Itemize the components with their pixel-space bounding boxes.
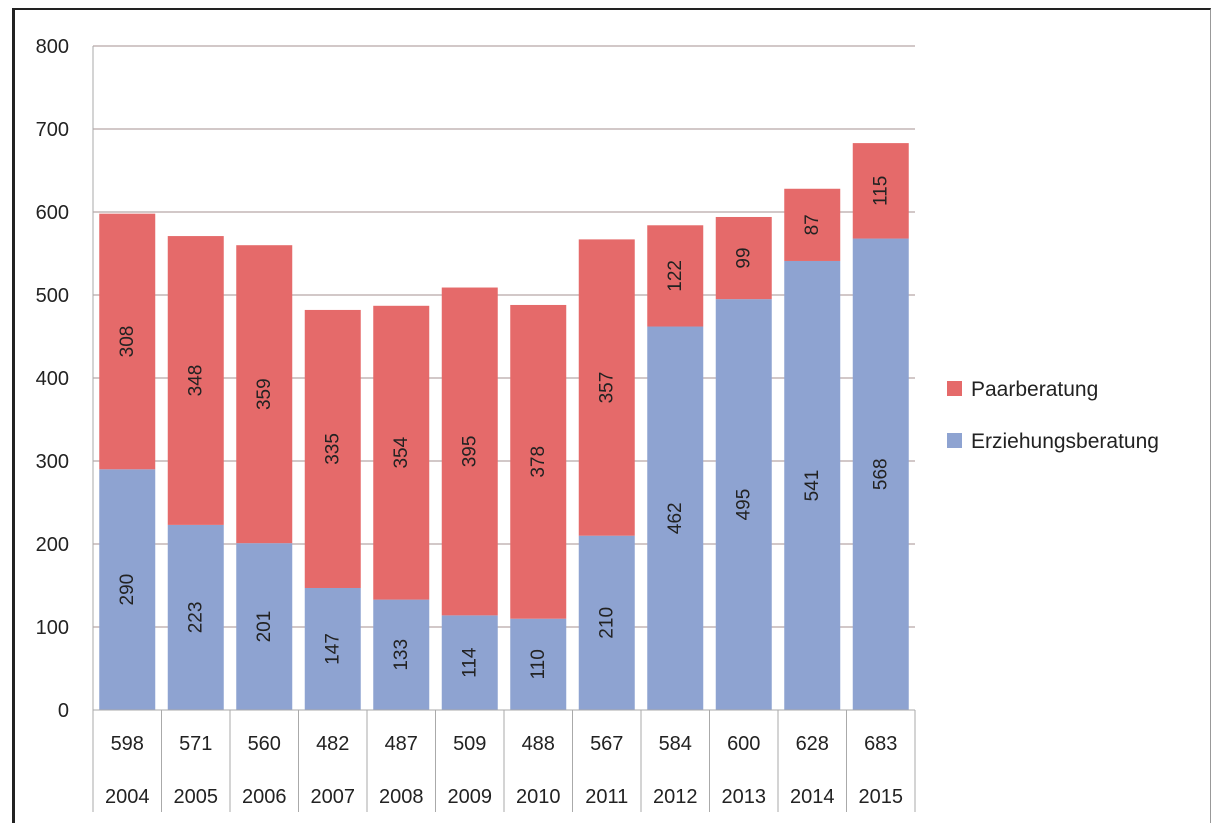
- y-tick-label: 200: [36, 534, 69, 556]
- bar-erziehungsberatung-2011: [578, 535, 635, 710]
- y-tick-label: 800: [36, 36, 69, 58]
- bar-paarberatung-2010: [510, 304, 567, 619]
- y-tick-label: 600: [36, 202, 69, 224]
- data-label-erziehungsberatung-2015: 568: [870, 458, 891, 490]
- bar-erziehungsberatung-2004: [99, 469, 156, 710]
- category-label-2007: 2007: [311, 786, 356, 808]
- y-tick-label: 0: [58, 700, 69, 722]
- data-label-erziehungsberatung-2014: 541: [802, 470, 823, 502]
- category-label-2005: 2005: [174, 786, 219, 808]
- y-tick-label: 100: [36, 617, 69, 639]
- data-label-erziehungsberatung-2010: 110: [528, 649, 549, 679]
- bar-erziehungsberatung-2008: [373, 599, 430, 710]
- bar-paarberatung-2007: [304, 309, 361, 588]
- bar-paarberatung-2013: [715, 216, 772, 300]
- category-label-2012: 2012: [653, 786, 698, 808]
- data-label-paarberatung-2013: 99: [733, 247, 754, 268]
- data-label-erziehungsberatung-2013: 495: [733, 489, 754, 521]
- total-value-2012: 584: [659, 733, 692, 755]
- legend-swatch-paarberatung: [947, 381, 962, 396]
- total-value-2011: 567: [590, 733, 623, 755]
- total-value-2013: 600: [727, 733, 760, 755]
- total-value-2008: 487: [385, 733, 418, 755]
- bar-paarberatung-2011: [578, 239, 635, 536]
- legend: Paarberatung Erziehungsberatung: [947, 378, 1159, 453]
- bar-paarberatung-2004: [99, 213, 156, 470]
- y-tick-label: 300: [36, 451, 69, 473]
- data-label-paarberatung-2005: 348: [185, 365, 206, 397]
- data-label-paarberatung-2014: 87: [802, 214, 823, 235]
- bar-erziehungsberatung-2005: [167, 524, 224, 710]
- data-label-paarberatung-2009: 395: [459, 436, 480, 468]
- y-tick-label: 500: [36, 285, 69, 307]
- data-label-erziehungsberatung-2004: 290: [117, 574, 138, 606]
- legend-swatch-erziehungsberatung: [947, 433, 962, 448]
- bar-erziehungsberatung-2006: [236, 543, 293, 710]
- y-tick-label: 700: [36, 119, 69, 141]
- data-label-paarberatung-2006: 359: [254, 378, 275, 410]
- category-label-2013: 2013: [722, 786, 767, 808]
- bar-paarberatung-2009: [441, 287, 498, 616]
- bar-erziehungsberatung-2012: [647, 326, 704, 710]
- category-label-2014: 2014: [790, 786, 835, 808]
- total-value-2014: 628: [796, 733, 829, 755]
- data-label-paarberatung-2008: 354: [391, 436, 412, 468]
- chart-frame: 290 308 223 348 201 359 147 335 133 354 114 395 110 3…: [12, 8, 1211, 823]
- total-value-2005: 571: [179, 733, 212, 755]
- data-label-erziehungsberatung-2011: 210: [596, 607, 617, 639]
- bar-erziehungsberatung-2014: [784, 260, 841, 710]
- bar-paarberatung-2014: [784, 188, 841, 261]
- data-label-erziehungsberatung-2006: 201: [254, 611, 275, 643]
- category-label-2004: 2004: [105, 786, 150, 808]
- data-label-paarberatung-2011: 357: [596, 372, 617, 404]
- category-label-2009: 2009: [448, 786, 493, 808]
- bar-paarberatung-2006: [236, 245, 293, 544]
- bar-erziehungsberatung-2013: [715, 299, 772, 710]
- y-tick-label: 400: [36, 368, 69, 390]
- bar-erziehungsberatung-2015: [852, 238, 909, 710]
- data-label-paarberatung-2015: 115: [870, 176, 891, 206]
- gridlines: [93, 45, 915, 628]
- y-axis: 0 100 200 300 400 500 600 700 800: [36, 36, 94, 722]
- total-value-2006: 560: [248, 733, 281, 755]
- bar-erziehungsberatung-2007: [304, 587, 361, 710]
- total-value-2015: 683: [864, 733, 897, 755]
- data-label-erziehungsberatung-2009: 114: [459, 647, 480, 678]
- stacked-bar-chart: 290 308 223 348 201 359 147 335 133 354 114 395 110 3…: [36, 36, 1159, 812]
- data-label-erziehungsberatung-2007: 147: [322, 633, 343, 665]
- bar-erziehungsberatung-2009: [441, 615, 498, 710]
- total-value-2010: 488: [522, 733, 555, 755]
- data-label-erziehungsberatung-2012: 462: [665, 502, 686, 534]
- data-label-paarberatung-2010: 378: [528, 446, 549, 478]
- category-label-2011: 2011: [585, 786, 628, 808]
- bars: 290 308 223 348 201 359 147 335 133 354 114 395 110 3…: [99, 143, 909, 710]
- category-label-2010: 2010: [516, 786, 561, 808]
- total-value-2009: 509: [453, 733, 486, 755]
- bar-paarberatung-2005: [167, 236, 224, 525]
- bar-erziehungsberatung-2010: [510, 618, 567, 710]
- bar-paarberatung-2008: [373, 305, 430, 600]
- data-label-erziehungsberatung-2008: 133: [391, 639, 412, 671]
- data-label-erziehungsberatung-2005: 223: [185, 602, 206, 634]
- data-table: 598 2004 571 2005 560 2006 482 2007 487 2008 509 20…: [92, 709, 916, 812]
- legend-label-erziehungsberatung: Erziehungsberatung: [971, 430, 1159, 453]
- category-label-2006: 2006: [242, 786, 287, 808]
- bar-paarberatung-2015: [852, 143, 909, 239]
- data-label-paarberatung-2012: 122: [665, 260, 686, 292]
- data-label-paarberatung-2007: 335: [322, 433, 343, 465]
- total-value-2004: 598: [111, 733, 144, 755]
- bar-paarberatung-2012: [647, 225, 704, 327]
- category-label-2008: 2008: [379, 786, 424, 808]
- legend-label-paarberatung: Paarberatung: [971, 378, 1098, 401]
- category-label-2015: 2015: [859, 786, 904, 808]
- data-label-paarberatung-2004: 308: [117, 326, 138, 358]
- total-value-2007: 482: [316, 733, 349, 755]
